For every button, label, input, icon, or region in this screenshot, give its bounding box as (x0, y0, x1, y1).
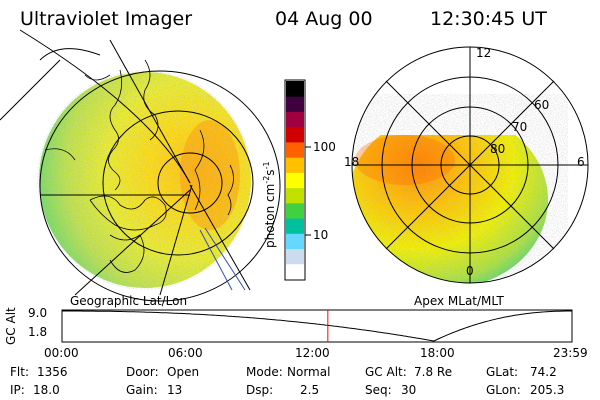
coastline-8 (44, 148, 76, 161)
coastline-2 (143, 59, 159, 141)
gain-label: Gain: (126, 383, 158, 397)
colorbar-frame (284, 79, 306, 281)
colorbar-tick-label-10: 10 (313, 228, 329, 242)
colorbar-segment (286, 218, 304, 234)
coastline-3 (89, 195, 167, 231)
altitude-ytick-1-8: 1.8 (28, 325, 48, 339)
glat-value: 74.2 (530, 365, 557, 379)
colorbar-segment (286, 126, 304, 143)
coastline-7 (84, 74, 111, 81)
colorbar-fill (286, 81, 304, 280)
app-title: Ultraviolet Imager (20, 8, 193, 30)
blue-line-2 (204, 227, 246, 291)
colorbar-segment (286, 187, 304, 204)
seq-label: Seq: (365, 383, 392, 397)
altitude-xtick-0600: 06:00 (168, 346, 203, 360)
flt-value: 1356 (37, 365, 68, 379)
colorbar-tick-label-100: 100 (313, 140, 336, 154)
dsp-label: Dsp: (246, 383, 274, 397)
glat-label: GLat: (486, 365, 519, 379)
altitude-ylabel: GC Alt (4, 307, 18, 345)
flt-label: Flt: (10, 365, 29, 379)
altitude-curve (62, 310, 572, 342)
mlat-label-60: 60 (534, 98, 550, 112)
colorbar-segment (286, 111, 304, 128)
mlt-grid (351, 46, 589, 284)
geographic-image (37, 70, 253, 290)
ip-value: 18.0 (33, 383, 60, 397)
left-speckle (37, 70, 253, 290)
colorbar (284, 79, 311, 281)
mlt-label-18: 18 (344, 155, 360, 169)
mlt-label-0: 0 (466, 264, 474, 278)
gcalt-value: 7.8 Re (414, 365, 453, 379)
mlat-label-70: 70 (512, 120, 528, 134)
geographic-grid (0, 29, 281, 302)
colorbar-segment (286, 248, 304, 265)
left-lat-ring-3 (39, 70, 281, 302)
time-label: 12:30:45 UT (430, 8, 547, 30)
mlt-line-9-21 (385, 80, 555, 250)
coastline-4 (109, 234, 145, 273)
left-meridian-4 (159, 184, 193, 296)
colorbar-segment (286, 233, 304, 250)
left-coast-b (0, 59, 61, 121)
altitude-xtick-0000: 00:00 (44, 346, 79, 360)
door-label: Door: (126, 365, 159, 379)
seq-value: 30 (401, 383, 417, 397)
colorbar-segment (286, 157, 304, 173)
right-aurora-bright (355, 135, 455, 185)
door-value: Open (167, 365, 200, 379)
mode-label: Mode: (246, 365, 283, 379)
altitude-ytick-9: 9.0 (28, 306, 48, 320)
mode-value: Normal (287, 365, 331, 379)
dsp-value: 2.5 (300, 383, 320, 397)
mlt-label-6: 6 (577, 155, 585, 169)
colorbar-segment (286, 263, 304, 280)
colorbar-segment (286, 202, 304, 219)
left-meridian-6 (189, 184, 251, 291)
mlt-label-12: 12 (476, 46, 492, 60)
left-panel-caption: Geographic Lat/Lon (70, 294, 188, 308)
gain-value: 13 (167, 383, 183, 397)
blue-line-1 (199, 229, 233, 291)
magnetic-image (352, 110, 550, 283)
left-coast-a (39, 48, 101, 61)
date-label: 04 Aug 00 (275, 8, 373, 30)
altitude-frame (61, 309, 573, 343)
altitude-xtick-1200: 12:00 (295, 346, 330, 360)
glon-label: GLon: (486, 383, 521, 397)
colorbar-unit-label: photon cm-2s-1 (262, 161, 277, 248)
coastline-5 (194, 129, 205, 211)
colorbar-segment (286, 141, 304, 158)
blue-overlay (199, 227, 246, 291)
coastlines (44, 59, 234, 273)
altitude-xtick-1800: 18:00 (420, 346, 455, 360)
coastline-1 (108, 69, 123, 191)
altitude-xtick-2359: 23:59 (553, 346, 588, 360)
left-meridian-3 (74, 189, 191, 296)
coastline-6 (227, 164, 234, 216)
left-lat-ring-1 (157, 152, 223, 214)
altitude-plot (61, 309, 573, 343)
mlat-label-80: 80 (490, 142, 506, 156)
gcalt-label: GC Alt: (365, 365, 407, 379)
colorbar-segment (286, 172, 304, 189)
colorbar-segment (286, 81, 304, 97)
left-lat-ring-2 (102, 110, 254, 256)
right-panel-caption: Apex MLat/MLT (414, 294, 504, 308)
glon-value: 205.3 (530, 383, 565, 397)
colorbar-segment (286, 96, 304, 112)
left-meridian-1 (19, 29, 191, 184)
right-speckle (352, 112, 548, 283)
ip-label: IP: (10, 383, 25, 397)
